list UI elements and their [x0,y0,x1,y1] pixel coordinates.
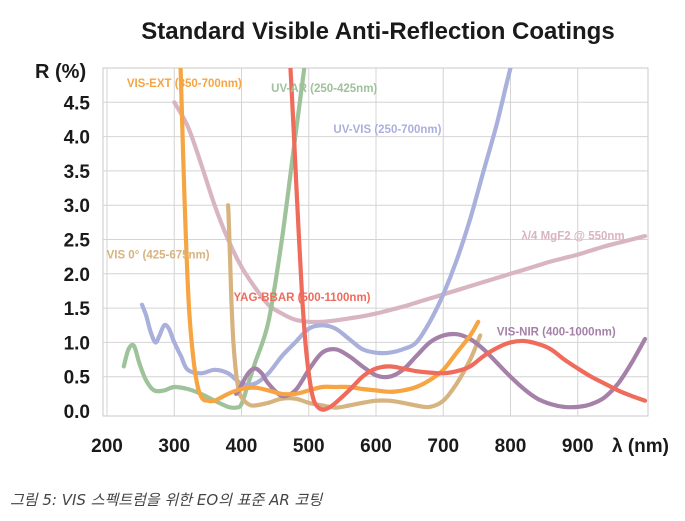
series-line-4 [288,68,648,412]
x-tick-label: 600 [360,436,392,457]
x-axis-label: λ (nm) [612,436,669,457]
y-tick-label: 3.5 [64,162,91,183]
x-tick-label: 300 [158,436,190,457]
series-label: VIS 0° (425-675nm) [107,250,210,262]
y-tick-label: 3.0 [64,196,90,217]
figure-caption: 그림 5: VIS 스펙트럼을 위한 EO의 표준 AR 코팅 [10,491,323,509]
series-label: YAG-BBAR (500-1100nm) [234,292,371,304]
gridlines [103,68,648,416]
series-line-2 [178,68,481,404]
series-label: λ/4 MgF2 @ 550nm [521,231,624,243]
y-tick-label: 0.5 [64,368,91,389]
x-tick-label: 800 [495,436,527,457]
y-tick-label: 4.0 [64,128,90,149]
series-label: VIS-EXT (350-700nm) [127,78,242,90]
series-line-5 [234,331,648,410]
series-line-1 [139,68,513,387]
series-labels: UV-AR (250-425nm) UV-VIS (250-700nm) VIS-E… [107,78,625,338]
y-axis-label: R (%) [35,61,86,83]
y-tick-label: 2.5 [64,231,91,252]
x-tick-label: 500 [293,436,325,457]
y-tick-label: 1.5 [64,299,91,320]
y-tick-label: 4.5 [64,93,91,114]
y-tick-labels: 0.0 0.5 1.0 1.5 2.0 2.5 3.0 3.5 4.0 4.5 [64,93,91,423]
chart: Standard Visible Anti-Reflection Coating… [35,18,669,457]
x-tick-label: 200 [91,436,123,457]
x-tick-label: 400 [226,436,258,457]
y-tick-label: 1.0 [64,333,90,354]
series-label: VIS-NIR (400-1000nm) [497,327,616,339]
y-tick-label: 2.0 [64,265,90,286]
series-lines [121,68,648,412]
x-tick-label: 900 [562,436,594,457]
chart-title: Standard Visible Anti-Reflection Coating… [141,18,614,45]
series-line-3 [226,203,483,410]
series-line-6 [172,100,648,325]
series-line-0 [121,68,307,410]
x-tick-label: 700 [427,436,459,457]
y-tick-label: 0.0 [64,402,90,423]
series-label: UV-AR (250-425nm) [271,83,377,95]
x-tick-labels: 200 300 400 500 600 700 800 900 [91,436,593,457]
series-label: UV-VIS (250-700nm) [333,124,441,136]
